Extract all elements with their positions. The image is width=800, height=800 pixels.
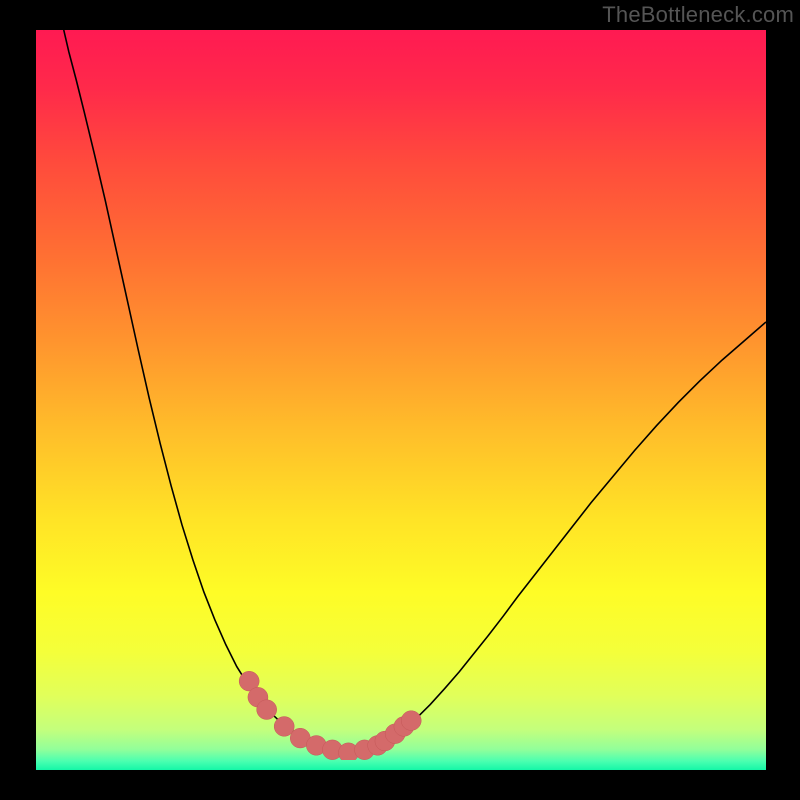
chart-svg	[36, 30, 766, 760]
chart-stage: TheBottleneck.com	[0, 0, 800, 800]
plot-area	[36, 30, 766, 770]
curve-marker	[257, 700, 277, 720]
watermark-text: TheBottleneck.com	[602, 2, 794, 28]
marker-group	[239, 671, 421, 760]
curve-marker	[401, 711, 421, 731]
bottleneck-curve	[64, 30, 766, 753]
